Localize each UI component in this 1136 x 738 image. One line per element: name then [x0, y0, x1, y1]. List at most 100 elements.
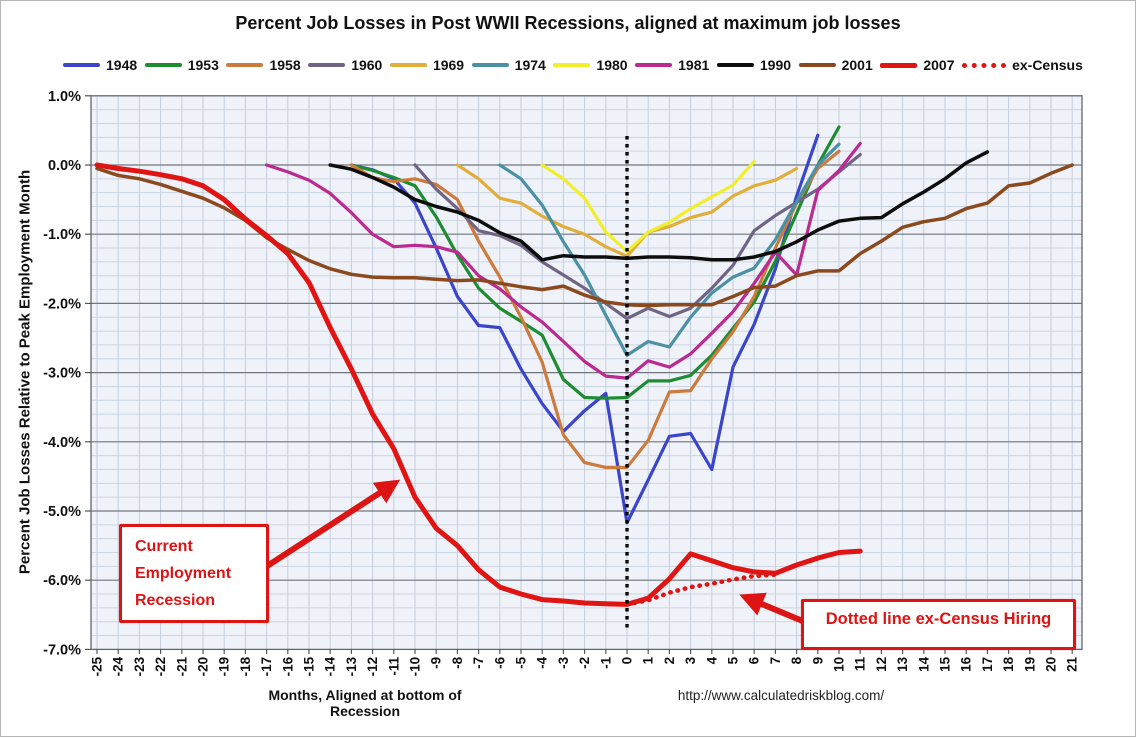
legend-item-1969: 1969: [389, 57, 465, 73]
x-tick-label: -19: [217, 657, 232, 677]
arrow-ex-census: [739, 592, 807, 625]
legend-swatch-1980: [553, 63, 591, 67]
legend-item-1974: 1974: [471, 57, 546, 73]
x-tick-label: -3: [556, 656, 571, 668]
x-tick-label: -20: [196, 657, 211, 677]
legend-label-ex-census: ex-Census: [1012, 57, 1083, 73]
y-axis-ticks: 1.0% 0.0% -1.0% -2.0% -3.0% -4.0% -5.0% -6.0% -7…: [43, 89, 91, 658]
series-1948: [349, 133, 820, 525]
x-tick-label: 9: [810, 657, 825, 665]
x-tick-label: 1: [641, 656, 656, 664]
x-tick-label: -7: [471, 657, 486, 669]
legend-label-1958: 1958: [269, 57, 301, 73]
legend-swatch-1960: [308, 63, 346, 67]
y-tick-label: 1.0%: [48, 89, 81, 105]
y-tick-label: -6.0%: [43, 573, 81, 589]
x-tick-label: 11: [853, 656, 868, 671]
legend-swatch-1990: [716, 63, 754, 67]
x-tick-label: -2: [577, 657, 592, 669]
annotation-ex-census: Dotted line ex-Census Hiring: [801, 599, 1076, 650]
legend-swatch-1953: [144, 63, 182, 67]
x-tick-label: -15: [302, 656, 317, 676]
legend-swatch-1969: [389, 63, 427, 67]
y-tick-label: -4.0%: [43, 435, 81, 451]
x-tick-label: -12: [365, 657, 380, 677]
legend-item-1980: 1980: [553, 57, 628, 73]
series-2007: [94, 162, 863, 607]
x-tick-label: 0: [620, 657, 635, 665]
legend-item-1990: 1990: [716, 57, 792, 73]
x-tick-label: -14: [323, 656, 338, 676]
x-tick-label: 15: [938, 656, 953, 672]
series-1974: [498, 142, 841, 357]
legend-label-1990: 1990: [759, 57, 792, 73]
annotation-line: Employment: [135, 565, 232, 582]
x-tick-label: 12: [874, 657, 889, 672]
y-tick-label: -7.0%: [43, 642, 81, 658]
x-tick-label: -10: [408, 657, 423, 677]
legend-item-1958: 1958: [226, 57, 301, 73]
legend-label-1960: 1960: [351, 57, 383, 73]
annotation-line: Recession: [135, 592, 216, 609]
annotation-line: Current: [135, 538, 193, 555]
x-tick-label: -13: [344, 656, 359, 676]
series-1980: [540, 159, 756, 254]
x-tick-label: -16: [280, 656, 295, 676]
x-tick-label: 20: [1044, 657, 1059, 672]
legend-label-1953: 1953: [187, 57, 219, 73]
legend-item-1953: 1953: [144, 57, 219, 73]
legend-label-1981: 1981: [678, 57, 710, 73]
legend-label-1974: 1974: [514, 57, 546, 73]
y-tick-label: -3.0%: [43, 366, 81, 382]
y-tick-label: -1.0%: [43, 227, 81, 243]
legend-swatch-1981: [635, 63, 673, 67]
x-tick-label: 21: [1065, 656, 1080, 672]
legend-swatch-2001: [798, 63, 836, 67]
x-tick-label: -5: [514, 656, 529, 668]
x-tick-label: -17: [259, 657, 274, 677]
y-axis-title: Percent Job Losses Relative to Peak Empl…: [16, 169, 34, 575]
x-tick-label: -22: [153, 657, 168, 677]
x-tick-label: 7: [768, 657, 783, 665]
x-tick-label: 3: [683, 656, 698, 664]
source-url: http://www.calculatedriskblog.com/: [677, 688, 885, 703]
series-1960: [413, 153, 862, 321]
legend-item-1948: 1948: [63, 57, 137, 73]
x-tick-label: 17: [980, 657, 995, 672]
legend-swatch-ex-census: [962, 62, 1007, 68]
series-ex-census: [624, 572, 778, 607]
x-tick-label: -21: [174, 656, 189, 676]
x-tick-label: -25: [90, 656, 105, 676]
legend-swatch-1974: [471, 63, 509, 67]
grid-major-horizontal: [91, 164, 1082, 581]
x-tick-label: -23: [132, 656, 147, 676]
legend-swatch-1948: [63, 63, 100, 67]
x-tick-label: -18: [238, 656, 253, 676]
x-tick-label: 8: [789, 656, 804, 664]
x-tick-label: 19: [1022, 657, 1037, 672]
legend-label-1948: 1948: [106, 57, 138, 73]
x-tick-label: 5: [726, 656, 741, 664]
x-tick-label: -11: [386, 656, 401, 675]
y-tick-label: -2.0%: [43, 296, 81, 312]
y-tick-label: -5.0%: [43, 504, 81, 520]
x-tick-label: 6: [747, 656, 762, 664]
x-tick-label: 18: [1001, 656, 1016, 672]
legend-label-1980: 1980: [596, 57, 628, 73]
x-tick-label: -6: [492, 656, 507, 668]
x-tick-label: 16: [959, 656, 974, 672]
legend-item-1981: 1981: [635, 57, 709, 73]
chart-title: Percent Job Losses in Post WWII Recessio…: [235, 13, 901, 33]
legend-label-2007: 2007: [923, 57, 955, 73]
series-group: [94, 125, 1074, 607]
x-tick-label: 4: [704, 656, 719, 664]
series-1953: [349, 125, 841, 400]
legend: 1948 1953 1958 1960 1969 1974 1980 1981 1990 2001…: [63, 57, 1083, 73]
legend-item-ex-census: ex-Census: [962, 57, 1083, 73]
x-tick-label: 2: [662, 657, 677, 665]
legend-item-1960: 1960: [308, 57, 382, 73]
x-tick-label: -4: [535, 656, 550, 668]
legend-label-1969: 1969: [432, 57, 465, 73]
legend-item-2001: 2001: [798, 57, 873, 73]
